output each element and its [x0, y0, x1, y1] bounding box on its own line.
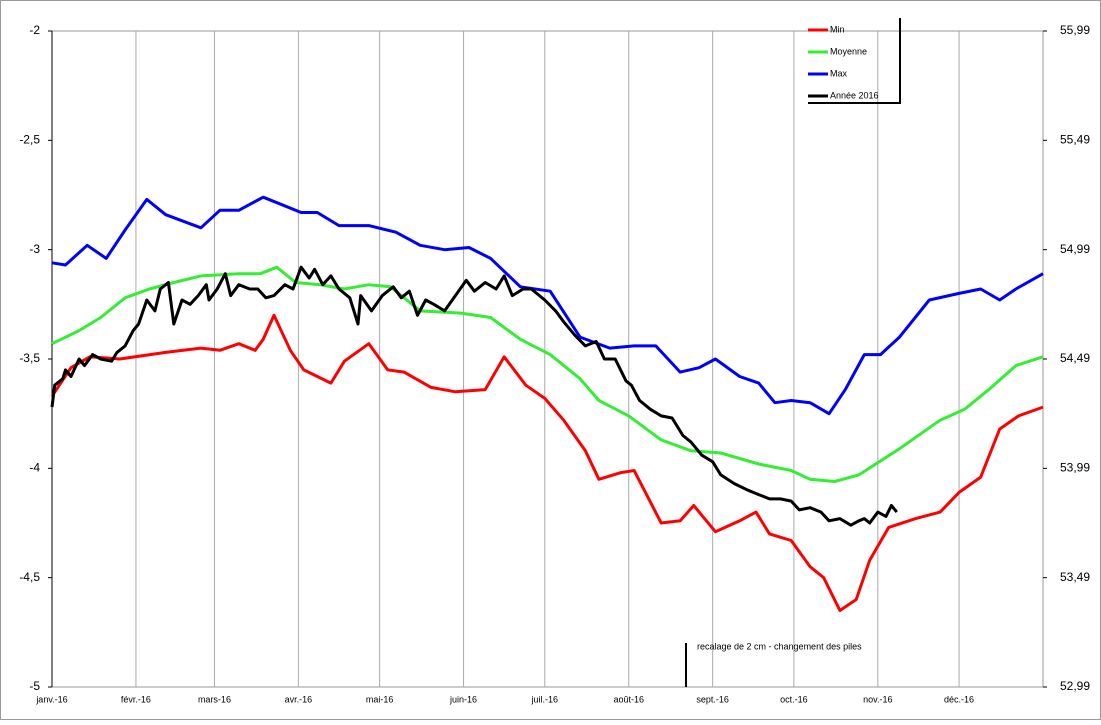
series-line	[51, 195, 1044, 416]
y2-tick-label: 53,99	[1060, 461, 1090, 475]
y-tick-label: -4	[29, 461, 40, 475]
series-line	[51, 265, 1044, 483]
x-tick-label: avr.-16	[285, 694, 313, 704]
y2-tick-label: 52,99	[1060, 679, 1090, 693]
y2-tick-label: 53,49	[1060, 570, 1090, 584]
legend-label: Moyenne	[830, 46, 867, 56]
y-tick-label: -4,5	[19, 570, 40, 584]
x-tick-label: nov.-16	[863, 694, 892, 704]
x-tick-label: août-16	[613, 694, 644, 704]
x-tick-label: juil.-16	[531, 694, 559, 704]
x-tick-label: mai-16	[366, 694, 394, 704]
series-line	[50, 265, 898, 527]
x-tick-label: févr.-16	[121, 694, 151, 704]
y-tick-label: -3	[29, 242, 40, 256]
annotation: recalage de 2 cm - changement des piles	[697, 641, 862, 651]
x-tick-label: janv.-16	[35, 694, 67, 704]
x-tick-label: oct.-16	[780, 694, 808, 704]
y2-tick-label: 55,49	[1060, 133, 1090, 147]
y-tick-label: -3,5	[19, 351, 40, 365]
y-tick-label: -2	[29, 23, 40, 37]
series-line	[50, 313, 1044, 612]
y2-tick-label: 55,99	[1060, 23, 1090, 37]
legend-label: Max	[830, 68, 848, 78]
x-tick-label: juin-16	[449, 694, 477, 704]
legend-label: Année 2016	[830, 90, 879, 100]
x-tick-label: déc.-16	[944, 694, 974, 704]
y2-tick-label: 54,49	[1060, 351, 1090, 365]
legend-frame	[808, 18, 901, 104]
y2-tick-label: 54,99	[1060, 242, 1090, 256]
y-tick-label: -2,5	[19, 133, 40, 147]
x-tick-label: sept.-16	[696, 694, 729, 704]
y-tick-label: -5	[29, 679, 40, 693]
legend-label: Min	[830, 24, 845, 34]
x-tick-label: mars-16	[198, 694, 231, 704]
